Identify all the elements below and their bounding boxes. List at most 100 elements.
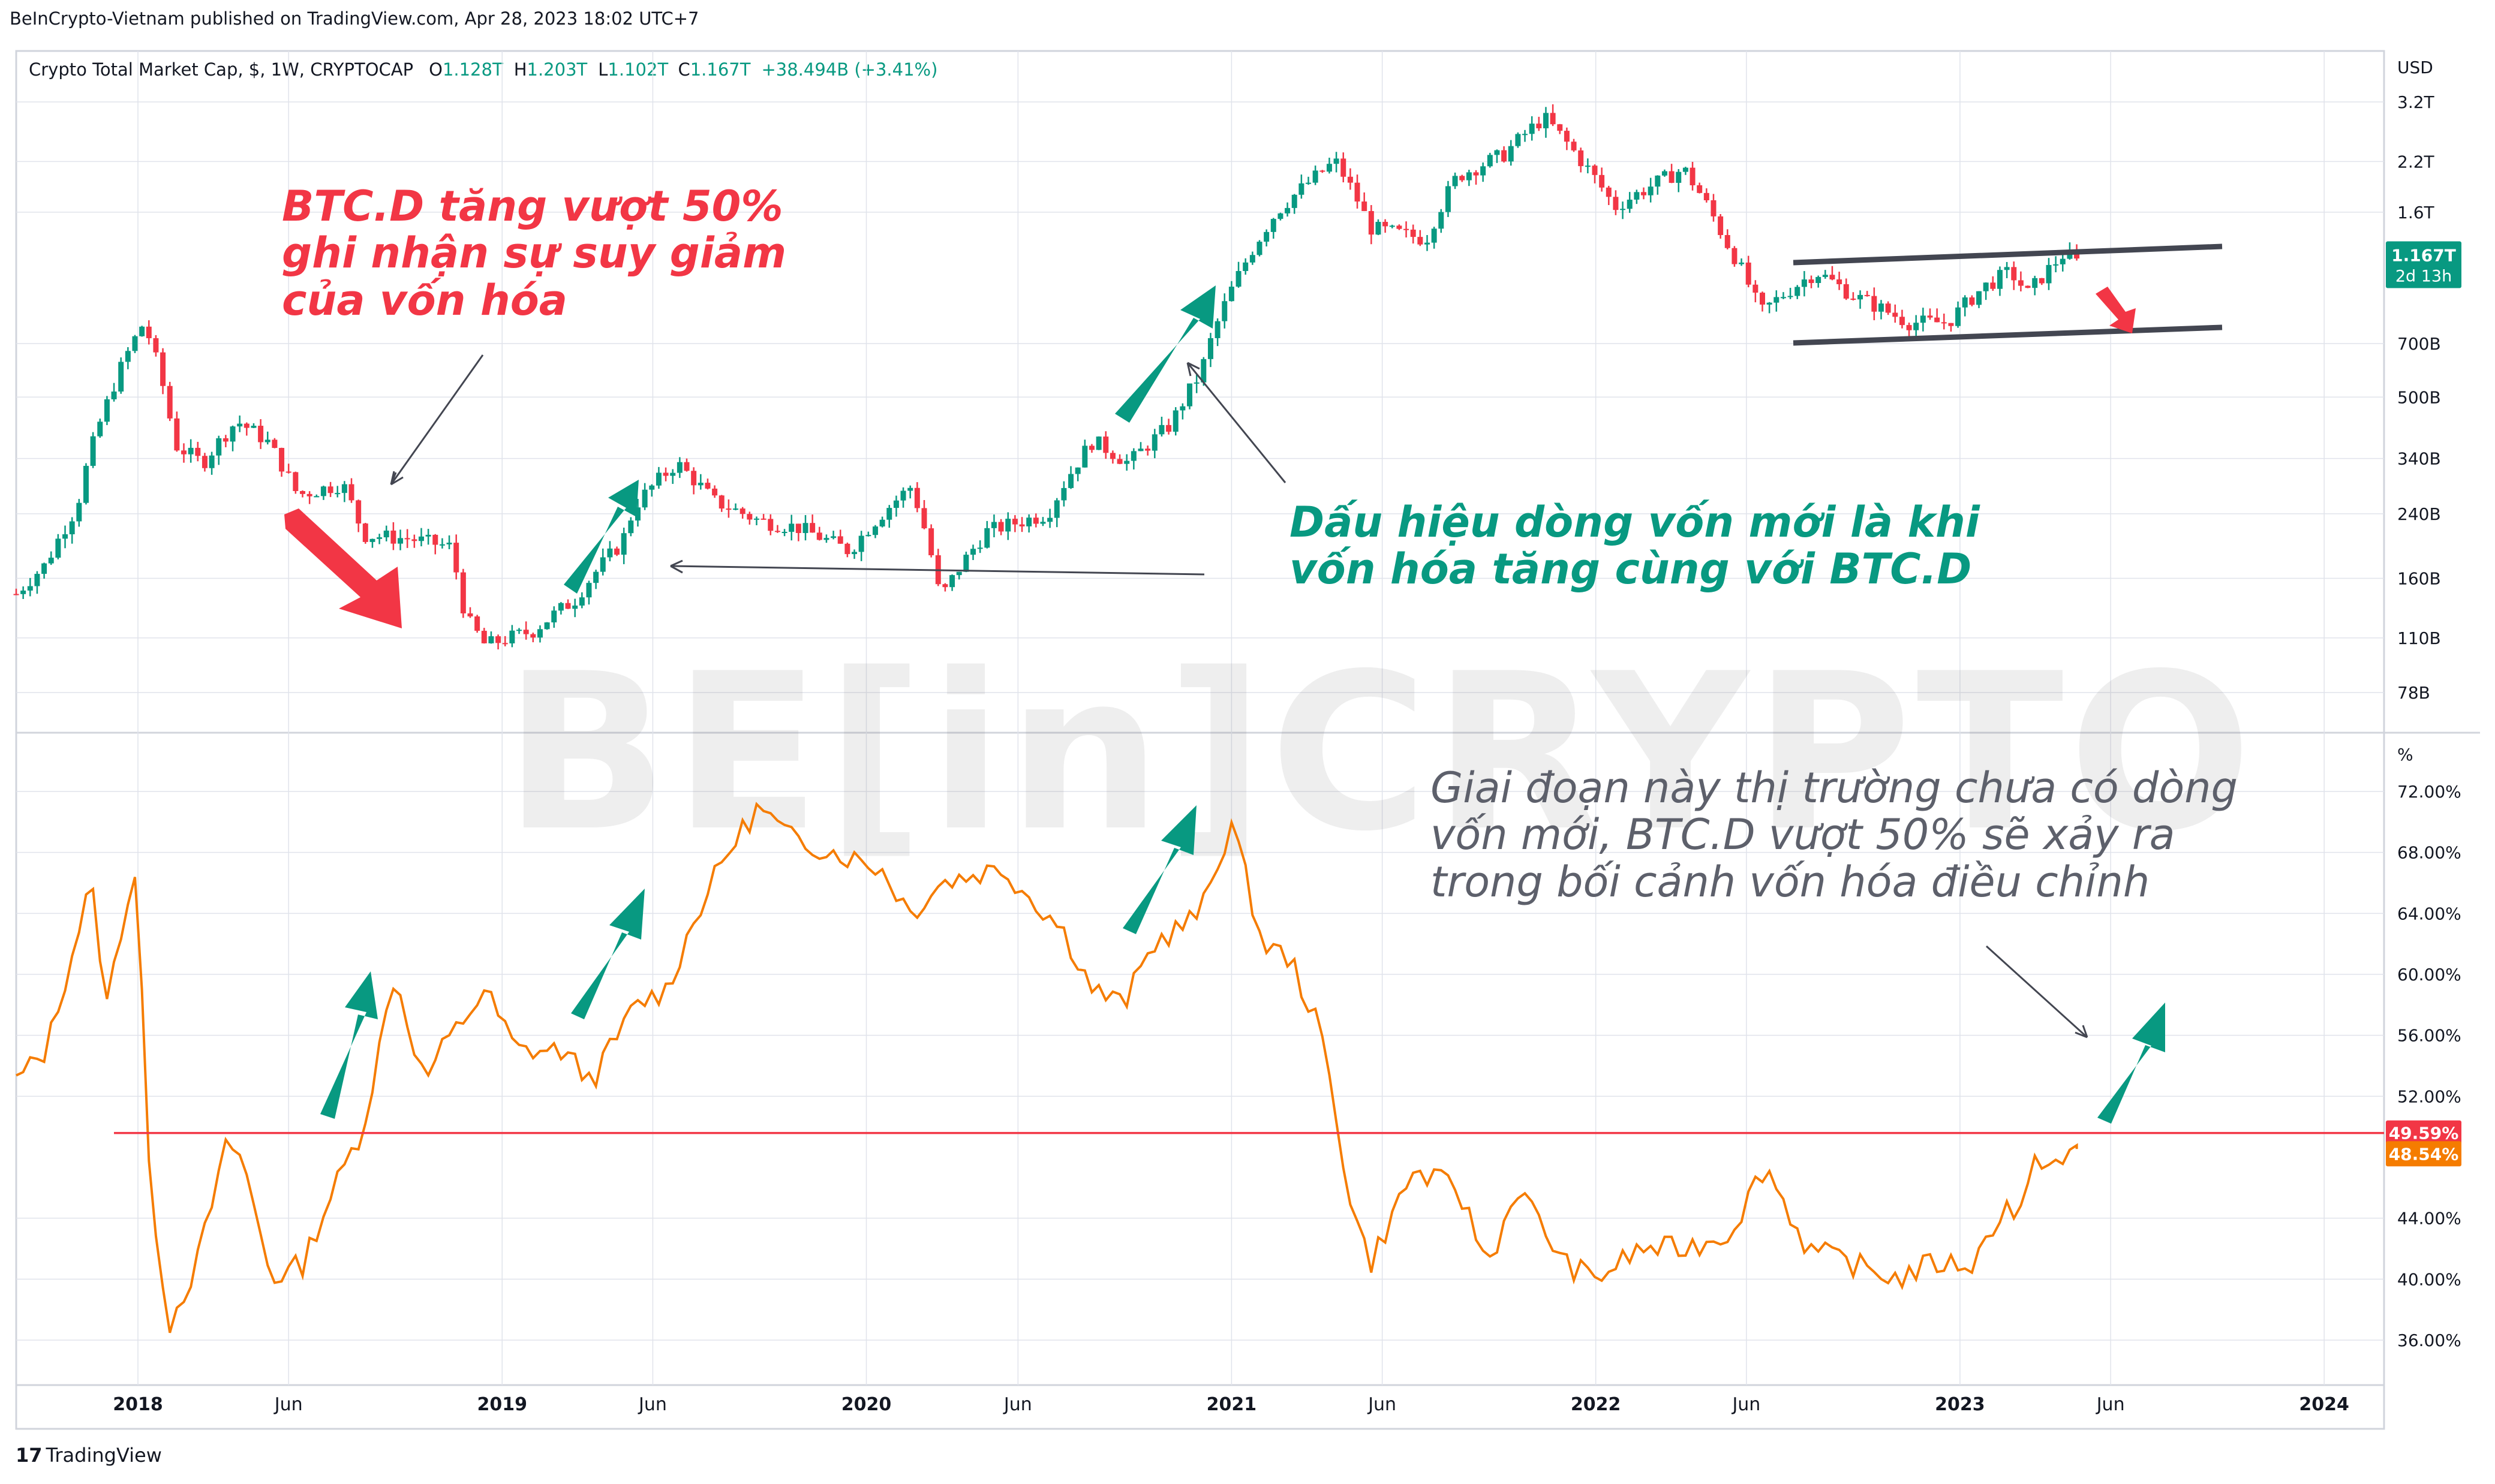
percent-axis-label: 56.00% (2397, 1026, 2461, 1046)
candle (991, 514, 997, 538)
price-axis-label: 78B (2397, 683, 2430, 703)
candle (1585, 158, 1591, 174)
candle (1291, 194, 1297, 214)
candle (733, 503, 739, 511)
teal-up-arrow-icon-2 (1115, 285, 1216, 423)
candle (258, 419, 264, 449)
candle (1557, 124, 1563, 134)
annotation-teal: Dấu hiệu dòng vốn mới là khi vốn hóa tăn… (1289, 498, 1980, 594)
candle (1319, 170, 1325, 173)
candle (1724, 229, 1730, 250)
candle (2039, 278, 2045, 285)
candle (893, 495, 899, 517)
candle (1739, 258, 1745, 266)
candle (418, 528, 424, 547)
svg-text:48.54%: 48.54% (2389, 1144, 2459, 1164)
candle (1983, 282, 1989, 300)
candle (900, 487, 906, 508)
candle (285, 463, 291, 474)
candle (1613, 190, 1619, 215)
candle (1682, 167, 1688, 175)
candle (530, 633, 536, 643)
red-down-arrow-icon-2 (2096, 287, 2136, 333)
time-axis-label: 2024 (2299, 1394, 2349, 1415)
percent-axis-label: 68.00% (2397, 843, 2461, 863)
arrowhead-icon (390, 471, 404, 486)
candle (1794, 285, 1800, 299)
candle (1089, 444, 1095, 453)
candle (1382, 219, 1388, 233)
candle (831, 531, 837, 540)
candle (1264, 229, 1270, 246)
candle (1536, 116, 1542, 131)
publisher-line: BeInCrypto-Vietnam published on TradingV… (10, 8, 699, 29)
svg-text:1.167T: 1.167T (2391, 246, 2456, 266)
candle (1347, 168, 1353, 190)
candle (320, 485, 326, 500)
candle (1864, 291, 1870, 297)
candle (195, 441, 201, 462)
time-axis[interactable]: 2018 Jun 2019 Jun 2020 Jun 2021 Jun 2022 Jun 2023 J… (113, 1394, 2349, 1415)
candle (390, 522, 396, 550)
candle (55, 534, 61, 559)
candle (1222, 293, 1228, 329)
candle (460, 568, 466, 618)
price-axis[interactable]: 3.2T 2.2T 1.6T 700B 500B 340B 240B 160B 110B 78B 7… (2397, 92, 2461, 1350)
candle (1410, 224, 1416, 244)
candle (1697, 182, 1703, 194)
tradingview-logo[interactable]: 17 TradingView (16, 1444, 162, 1467)
candle (1431, 227, 1437, 249)
candle (1326, 157, 1332, 174)
candle (272, 438, 278, 448)
candle (789, 514, 795, 541)
candle (802, 515, 808, 541)
candle (1103, 431, 1109, 459)
candle (341, 481, 347, 502)
price-scale-unit-usd: USD (2397, 58, 2433, 77)
candle (698, 474, 704, 490)
candle (1340, 152, 1346, 183)
candle (1306, 176, 1312, 185)
candle (1068, 466, 1074, 489)
candle (886, 505, 892, 528)
pointer-arrow-teal-note (1186, 362, 1286, 483)
candle (495, 634, 501, 650)
teal-up-arrow-icon-4 (571, 889, 645, 1019)
candle (62, 525, 68, 549)
candle (1487, 152, 1493, 168)
candle (1927, 308, 1933, 320)
candle (160, 348, 166, 395)
candle (76, 499, 82, 527)
candle (20, 586, 26, 600)
watermark-text: BE[in]CRYPTO (504, 627, 2257, 878)
candle (1997, 266, 2003, 296)
candle (1047, 508, 1053, 528)
candle (1836, 272, 1842, 290)
time-axis-label: Jun (638, 1394, 667, 1415)
candle (1829, 266, 1835, 281)
candle (1438, 209, 1444, 233)
candle (565, 599, 571, 609)
candle (425, 529, 431, 545)
candle (1780, 292, 1786, 300)
price-axis-label: 3.2T (2397, 92, 2435, 112)
candle (1452, 172, 1458, 189)
teal-up-arrow-icon-5 (1123, 805, 1197, 934)
candle (649, 484, 655, 497)
candle (712, 485, 718, 498)
candle (670, 469, 676, 484)
candle (977, 540, 983, 553)
candle (1333, 152, 1339, 173)
candle (1166, 419, 1172, 435)
channel-upper-line[interactable] (1793, 243, 2223, 266)
channel-lower-line[interactable] (1793, 324, 2223, 346)
candle (1627, 192, 1633, 213)
candle (1173, 407, 1179, 436)
candle (1354, 174, 1360, 209)
candle (1641, 187, 1647, 200)
candle (216, 435, 222, 465)
candle (726, 499, 732, 518)
btcd-last-tag: 48.54% (2386, 1141, 2461, 1167)
candle (1152, 429, 1158, 459)
